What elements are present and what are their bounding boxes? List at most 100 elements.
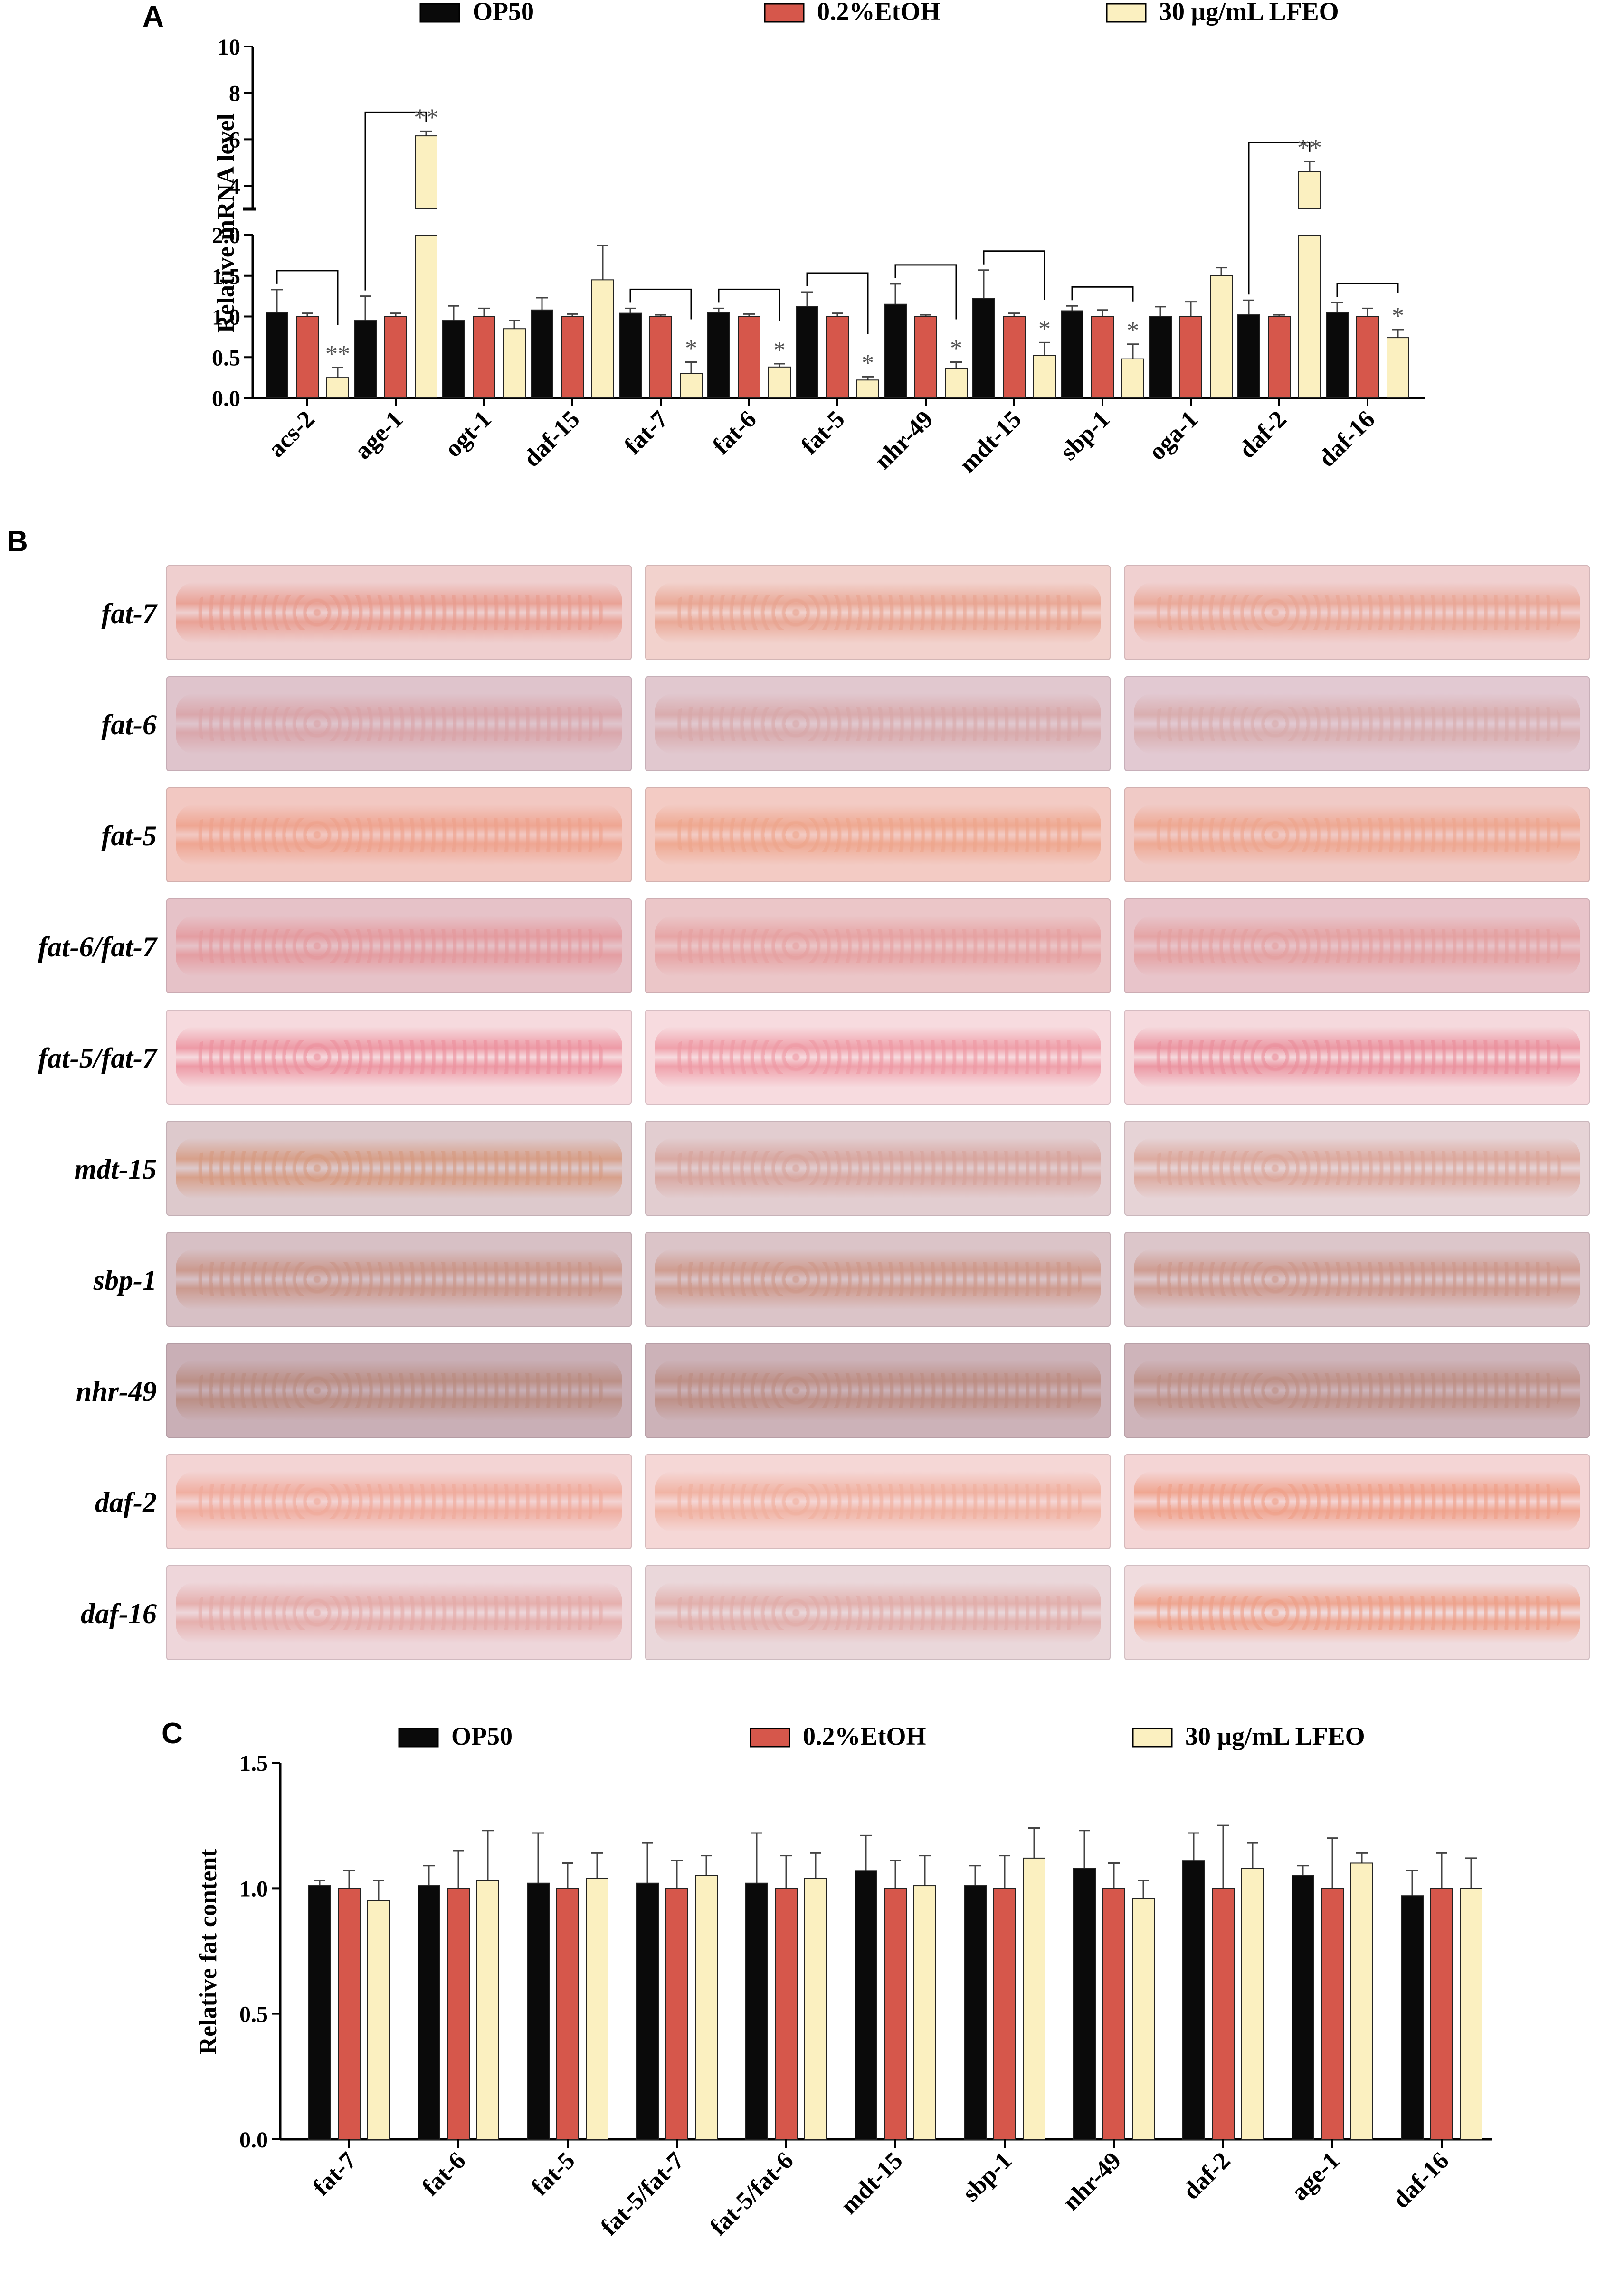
significance-bracket xyxy=(1071,286,1134,302)
y-tick-label: 0.0 xyxy=(212,386,240,411)
significance-bracket xyxy=(276,270,339,325)
micrograph-7-0 xyxy=(166,1343,632,1438)
lipid-stain xyxy=(194,1484,604,1519)
bar-mdt-15-1 xyxy=(884,1888,907,2140)
significance-mark: * xyxy=(950,335,962,362)
bar-daf-15-1 xyxy=(561,316,584,398)
bar-fat-5-1 xyxy=(826,316,849,398)
y-tick-label: 1.0 xyxy=(212,305,240,330)
significance-mark: * xyxy=(1392,302,1404,330)
bar-mdt-15-0 xyxy=(972,298,995,399)
bar-daf-2-1 xyxy=(1212,1888,1235,2140)
lipid-stain xyxy=(673,595,1083,630)
bar-sbp-1-0 xyxy=(964,1885,987,2140)
legend-swatch-0 xyxy=(398,1728,439,1748)
bar-fat-7-1 xyxy=(338,1888,361,2140)
y-tick-label: 6 xyxy=(229,127,240,152)
legend-label-1: 0.2%EtOH xyxy=(803,1722,926,1750)
lipid-stain xyxy=(194,818,604,852)
bar-fat-7-0 xyxy=(619,312,642,399)
x-tick-label: fat-5 xyxy=(526,2147,580,2201)
row-label-7: nhr-49 xyxy=(76,1376,157,1407)
micrograph-1-2 xyxy=(1124,676,1590,771)
bar-age-1-0 xyxy=(354,320,377,399)
x-tick-label: fat-6 xyxy=(708,406,762,460)
lipid-stain xyxy=(1152,929,1562,963)
legend-label-2: 30 μg/mL LFEO xyxy=(1185,1722,1365,1750)
legend-label-2: 30 μg/mL LFEO xyxy=(1159,0,1339,26)
bar-oga-1-1 xyxy=(1179,316,1202,398)
bar-fat-7-0 xyxy=(308,1885,331,2140)
bar-fat-5-2 xyxy=(856,379,879,399)
significance-bracket xyxy=(364,111,427,291)
lipid-stain xyxy=(1152,1596,1562,1630)
significance-bracket xyxy=(1248,142,1311,295)
lipid-stain xyxy=(194,707,604,741)
lipid-stain xyxy=(1152,1262,1562,1296)
bar-daf-16-1 xyxy=(1356,316,1379,398)
legend-swatch-2 xyxy=(1132,1728,1173,1748)
bar-fat-6-2 xyxy=(476,1880,499,2140)
lipid-stain xyxy=(673,1484,1083,1519)
bar-daf-2-0 xyxy=(1237,314,1260,398)
micrograph-6-1 xyxy=(645,1232,1111,1327)
bar-acs-2-0 xyxy=(266,312,288,398)
legend-label-0: OP50 xyxy=(473,0,534,26)
micrograph-2-0 xyxy=(166,787,632,882)
legend-swatch-2 xyxy=(1106,3,1147,23)
x-tick-label: sbp-1 xyxy=(1055,406,1115,465)
bar-oga-1-0 xyxy=(1149,316,1172,398)
bar-ogt-1-0 xyxy=(442,320,465,399)
bar-fat-5/fat-6-2 xyxy=(804,1878,827,2140)
x-tick-label: daf-15 xyxy=(518,406,585,472)
bar-fat-6-1 xyxy=(447,1888,470,2140)
micrograph-3-0 xyxy=(166,898,632,993)
bar-age-1-2-lower xyxy=(415,235,437,398)
lipid-stain xyxy=(1152,707,1562,741)
x-tick-label: age-1 xyxy=(349,406,408,464)
bar-age-1-1 xyxy=(1321,1888,1344,2140)
bar-sbp-1-2 xyxy=(1121,358,1144,398)
micrograph-9-1 xyxy=(645,1565,1111,1660)
significance-bracket xyxy=(983,250,1045,300)
bar-fat-6-2 xyxy=(768,366,791,399)
panel-label-b: B xyxy=(7,525,28,558)
micrograph-8-0 xyxy=(166,1454,632,1549)
micrograph-2-1 xyxy=(645,787,1111,882)
y-tick-label: 4 xyxy=(229,174,240,199)
x-tick-label: nhr-49 xyxy=(869,406,938,474)
lipid-stain xyxy=(1152,1151,1562,1185)
micrograph-5-0 xyxy=(166,1121,632,1216)
x-tick-label: fat-5/fat-6 xyxy=(705,2147,799,2241)
bar-nhr-49-0 xyxy=(884,303,907,399)
micrograph-3-1 xyxy=(645,898,1111,993)
lipid-stain xyxy=(194,1151,604,1185)
bar-daf-15-0 xyxy=(531,309,553,399)
micrograph-7-1 xyxy=(645,1343,1111,1438)
significance-mark: ** xyxy=(325,341,350,368)
bar-nhr-49-1 xyxy=(914,316,937,398)
significance-mark: * xyxy=(685,335,697,362)
x-tick-label: daf-16 xyxy=(1313,406,1380,472)
x-tick-label: daf-16 xyxy=(1387,2147,1454,2213)
bar-daf-16-1 xyxy=(1430,1888,1453,2140)
legend-swatch-1 xyxy=(764,3,805,23)
significance-mark: ** xyxy=(414,104,438,131)
x-tick-label: nhr-49 xyxy=(1057,2147,1126,2216)
lipid-stain xyxy=(1152,1373,1562,1408)
significance-bracket xyxy=(1336,283,1399,297)
lipid-stain xyxy=(673,929,1083,963)
lipid-stain xyxy=(194,1596,604,1630)
lipid-stain xyxy=(673,1262,1083,1296)
lipid-stain xyxy=(1152,1040,1562,1074)
y-tick-label: 1.5 xyxy=(239,1751,268,1776)
bar-fat-5/fat-7-1 xyxy=(665,1888,688,2140)
staining-image-grid: fat-7 fat-6 fat-5 fat-6/fat-7 fat-5/fat-7 mdt… xyxy=(0,565,1606,1705)
bar-fat-5-2 xyxy=(586,1878,608,2140)
bar-acs-2-1 xyxy=(296,316,319,398)
micrograph-4-1 xyxy=(645,1010,1111,1105)
lipid-stain xyxy=(194,1262,604,1296)
y-axis-title: Relative fat content xyxy=(195,1849,222,2055)
micrograph-4-2 xyxy=(1124,1010,1590,1105)
bar-sbp-1-2 xyxy=(1023,1857,1045,2140)
